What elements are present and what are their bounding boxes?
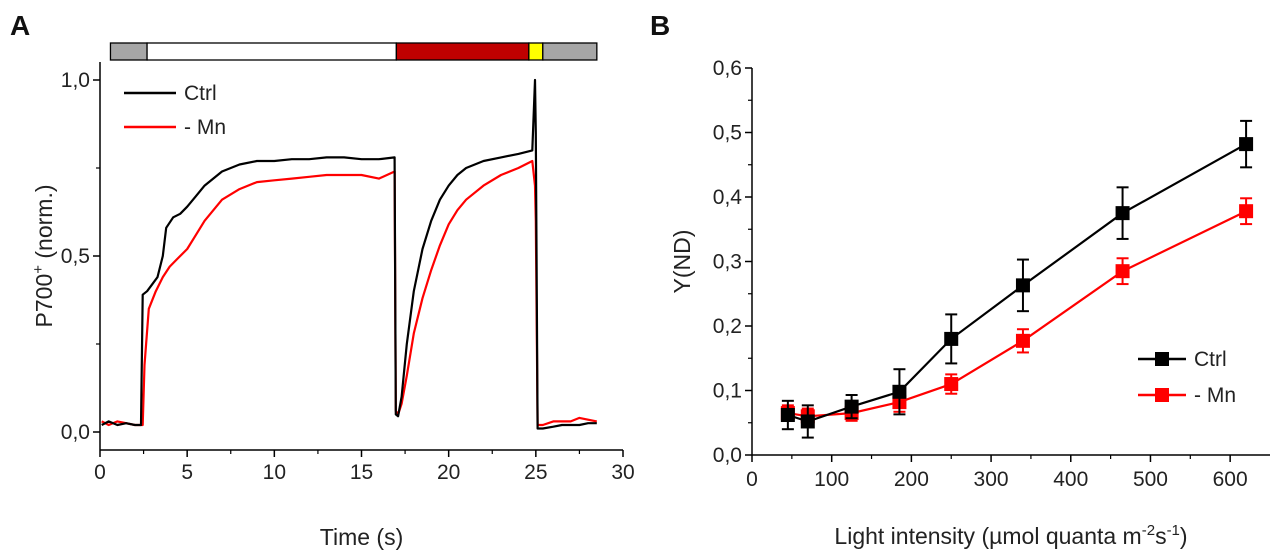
x-tick-label: 10	[263, 461, 286, 484]
legend-label: - Mn	[1194, 384, 1236, 407]
legend-label: Ctrl	[1194, 348, 1227, 371]
data-point-mn	[1239, 204, 1254, 219]
series-line-mn	[101, 159, 598, 427]
series-line-mn	[787, 210, 1247, 418]
y-tick-label: 0,3	[713, 251, 742, 274]
panel-b: B 0 100 200 300 400 500 600 0,0 0,1 0,2 0,3 0,4 0,5 0,…	[650, 10, 1270, 549]
data-point-mn	[1115, 264, 1130, 279]
y-tick-label: 0,0	[713, 444, 742, 467]
light-bar-segment-1	[146, 42, 398, 61]
y-tick-label: 0,4	[713, 186, 743, 209]
data-point-ctrl	[780, 408, 795, 423]
panel-a: A 0 5 10 15 20 25 30 0,0 0,5 1,0 Time (s) P700+ (nor…	[10, 10, 635, 550]
x-tick-label: 25	[524, 461, 547, 484]
data-point-ctrl	[944, 331, 959, 346]
light-bar-segment-0	[109, 42, 148, 61]
x-tick-label: 300	[974, 468, 1009, 491]
data-point-ctrl	[844, 399, 859, 414]
y-tick-label: 0,5	[61, 245, 90, 268]
data-point-ctrl	[892, 384, 907, 399]
data-point-ctrl	[1015, 278, 1030, 293]
series-line-ctrl	[787, 143, 1247, 423]
legend-marker	[1155, 352, 1169, 366]
x-tick-label: 30	[611, 461, 634, 484]
panel-label-a: A	[10, 10, 30, 41]
legend-label: Ctrl	[184, 82, 217, 105]
panel-label-b: B	[650, 10, 670, 41]
x-axis-label: Light intensity (µmol quanta m-2s-1)	[834, 522, 1187, 549]
data-point-ctrl	[1239, 137, 1254, 152]
y-tick-label: 0,6	[713, 57, 742, 80]
y-axis-label: Y(ND)	[669, 230, 695, 294]
y-tick-label: 0,0	[61, 421, 90, 444]
y-tick-label: 0,5	[713, 122, 742, 145]
y-tick-label: 0,1	[713, 380, 742, 403]
x-axis-label: Time (s)	[320, 524, 403, 550]
data-point-ctrl	[800, 414, 815, 429]
y-tick-label: 0,2	[713, 315, 742, 338]
x-tick-label: 400	[1053, 468, 1088, 491]
data-point-ctrl	[1115, 206, 1130, 221]
y-axis-label: P700+ (norm.)	[30, 185, 57, 328]
data-point-mn	[944, 377, 959, 392]
light-bar-segment-3	[528, 42, 544, 61]
legend-marker	[1155, 388, 1169, 402]
x-tick-label: 100	[814, 468, 849, 491]
light-bar-segment-2	[395, 42, 530, 61]
x-tick-label: 200	[894, 468, 929, 491]
x-tick-label: 500	[1133, 468, 1168, 491]
x-tick-label: 0	[746, 468, 758, 491]
legend-label: - Mn	[184, 116, 226, 139]
y-tick-label: 1,0	[61, 69, 90, 92]
series-line-ctrl	[101, 78, 597, 430]
x-tick-label: 600	[1213, 468, 1248, 491]
light-bar-segment-4	[542, 42, 598, 61]
data-point-mn	[1015, 333, 1030, 348]
x-tick-label: 15	[350, 461, 373, 484]
x-tick-label: 5	[181, 461, 193, 484]
x-tick-label: 20	[437, 461, 460, 484]
x-tick-label: 0	[94, 461, 106, 484]
